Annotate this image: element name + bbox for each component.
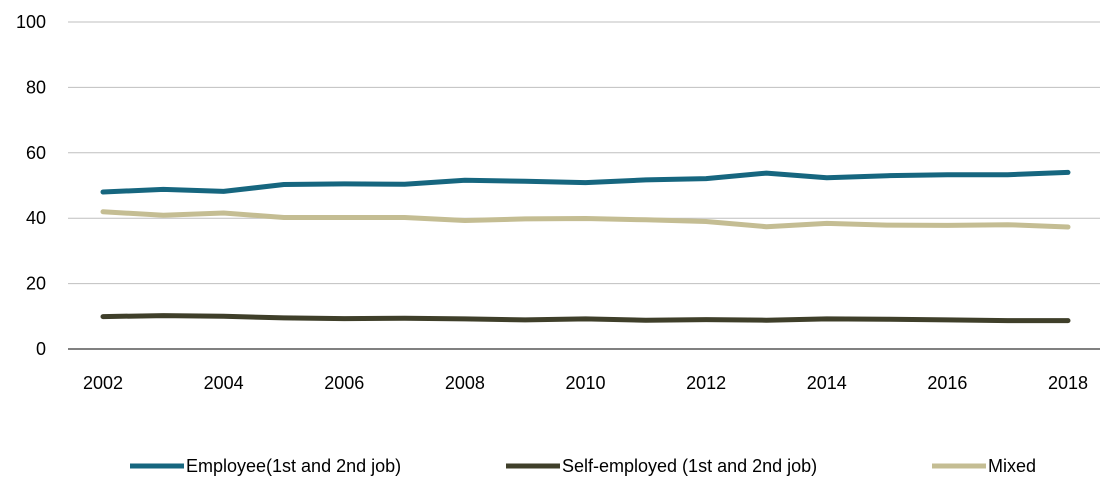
y-tick-label: 80: [26, 77, 46, 97]
gridlines: [68, 21, 1100, 285]
y-tick-label: 20: [26, 274, 46, 294]
x-tick-label: 2002: [83, 373, 123, 393]
x-tick-label: 2008: [445, 373, 485, 393]
x-tick-label: 2018: [1048, 373, 1088, 393]
legend-label: Mixed: [988, 456, 1036, 476]
y-tick-label: 0: [36, 339, 46, 359]
legend-label: Employee(1st and 2nd job): [186, 456, 401, 476]
series-line-1: [100, 313, 1071, 324]
y-axis-tick-labels: 0 20 40 60 80 100: [16, 12, 46, 359]
y-tick-label: 100: [16, 12, 46, 32]
x-tick-label: 2016: [927, 373, 967, 393]
x-tick-label: 2010: [565, 373, 605, 393]
legend-label: Self-employed (1st and 2nd job): [562, 456, 817, 476]
series-line-2: [100, 209, 1071, 230]
x-tick-label: 2004: [204, 373, 244, 393]
x-tick-label: 2012: [686, 373, 726, 393]
x-axis-tick-labels: 2002 2004 2006 2008 2010 2012 2014 2016 2018: [83, 373, 1088, 393]
y-tick-label: 40: [26, 208, 46, 228]
x-tick-label: 2014: [807, 373, 847, 393]
y-tick-label: 60: [26, 143, 46, 163]
series-lines: [100, 169, 1071, 324]
x-tick-label: 2006: [324, 373, 364, 393]
series-line-0: [100, 169, 1071, 195]
legend: Employee(1st and 2nd job) Self-employed (…: [130, 456, 1036, 476]
